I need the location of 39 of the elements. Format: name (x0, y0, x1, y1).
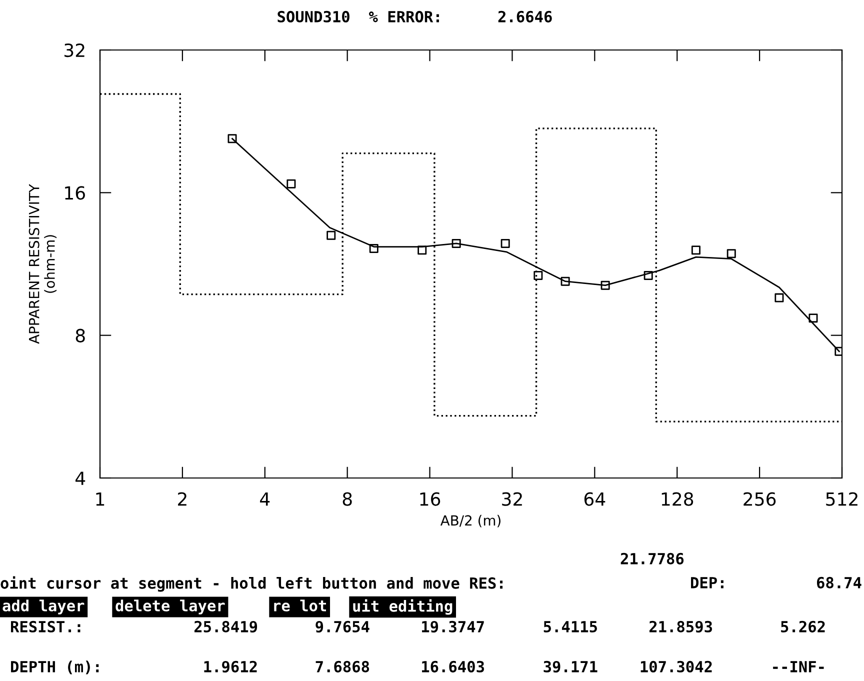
text: 68.74 (816, 576, 862, 588)
text: 5.262 (781, 620, 825, 632)
x-tick-label: 512 (826, 492, 858, 506)
text: 25.8419 (194, 620, 258, 633)
chart-title: SOUND310 % ERROR: 2.6646 (278, 10, 552, 22)
text: oint cursor at segment - hold left button and move RES: (0, 576, 503, 592)
text: 19.3747 (422, 620, 484, 633)
text: RESIST.: (10, 620, 80, 632)
x-tick-label: 128 (662, 492, 694, 506)
y-tick-label: 4 (76, 472, 86, 485)
text: delete layer (116, 600, 225, 614)
y-tick-label: 32 (64, 43, 84, 58)
text: 21.7786 (620, 552, 684, 564)
text: 21.8593 (649, 620, 712, 633)
text: 7.6868 (316, 660, 370, 672)
x-tick-label: 4 (260, 492, 270, 506)
x-tick-label: 32 (502, 492, 522, 506)
x-tick-label: 16 (420, 492, 440, 506)
text: uit editing (353, 599, 452, 615)
y-axis-title: APPARENT RESISTIVITY (ohm-m) (28, 184, 57, 344)
text: 107.3042 (640, 660, 712, 672)
y-tick-label: 8 (76, 328, 85, 342)
x-axis-title: AB/2 (m) (440, 514, 500, 528)
x-tick-label: 2 (178, 492, 186, 506)
y-tick-label: 16 (65, 186, 85, 200)
x-tick-label: 8 (342, 492, 352, 506)
text: 5.4115 (544, 621, 597, 632)
text: DEP: (691, 577, 724, 588)
text: 39.171 (544, 660, 598, 673)
x-tick-label: 64 (584, 492, 606, 506)
x-tick-label: 256 (744, 492, 776, 506)
text: 9.7654 (316, 620, 370, 633)
text: 1.9612 (204, 660, 257, 673)
text: --INF- (773, 661, 824, 672)
x-tick-label: 1 (96, 492, 104, 506)
text: add layer (2, 600, 84, 614)
text: re lot (274, 600, 326, 612)
text: DEPTH (m): (11, 660, 99, 674)
text: 16.6403 (422, 660, 484, 672)
